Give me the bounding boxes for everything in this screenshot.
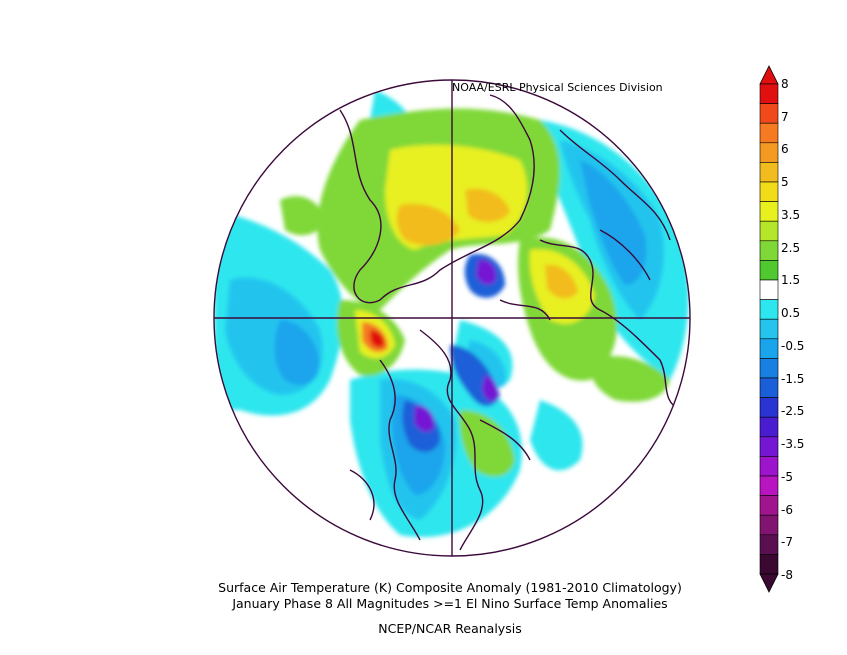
caption-title: Surface Air Temperature (K) Composite An… [218, 580, 682, 595]
colorbar-swatch [759, 162, 779, 183]
map-boundary [213, 79, 691, 557]
colorbar-swatch [759, 201, 779, 222]
colorbar-swatch [759, 83, 779, 104]
colorbar-tick-label: 0.5 [781, 306, 801, 321]
colorbar-tick-label: 7 [781, 109, 789, 124]
caption-source: NCEP/NCAR Reanalysis [378, 621, 522, 636]
colorbar-tick-label: 5 [781, 175, 789, 190]
colorbar-tick-label: -2.5 [781, 404, 805, 419]
colorbar-swatch [759, 495, 779, 516]
colorbar-swatch [759, 103, 779, 124]
colorbar-swatch [759, 456, 779, 477]
colorbar-tick-label: -0.5 [781, 338, 805, 353]
colorbar-tick-label: 3.5 [781, 207, 801, 222]
colorbar-swatch [759, 318, 779, 340]
colorbar-tick-label: 6 [781, 142, 789, 157]
colorbar-swatch [759, 279, 779, 300]
colorbar-swatch [759, 554, 779, 575]
colorbar-tick-label: -8 [781, 568, 793, 582]
colorbar-swatch [759, 260, 779, 281]
colorbar-tick-label: 8 [781, 77, 789, 91]
colorbar-swatch [759, 358, 779, 379]
colorbar-swatch [759, 122, 779, 144]
colorbar-swatch [759, 299, 779, 320]
coastlines [339, 94, 681, 551]
caption-subtitle: January Phase 8 All Magnitudes >=1 El Ni… [232, 596, 668, 611]
colorbar-swatch [759, 416, 779, 438]
colorbar-tick-label: -6 [781, 502, 793, 517]
colorbar-swatch [759, 142, 779, 163]
colorbar-swatch [759, 220, 779, 242]
credit-text: NOAA/ESRL Physical Sciences Division [452, 81, 663, 94]
colorbar [759, 65, 779, 593]
colorbar-tick-label: -7 [781, 535, 793, 550]
colorbar-tick-label: 2.5 [781, 240, 801, 255]
colorbar-swatch [759, 475, 779, 496]
colorbar-tick-label: -1.5 [781, 371, 805, 386]
temperature-anomaly-field [214, 80, 690, 556]
colorbar-bottom-arrow [759, 573, 779, 593]
colorbar-swatch [759, 338, 779, 359]
colorbar-swatch [759, 377, 779, 398]
colorbar-swatch [759, 534, 779, 555]
colorbar-tick-label: -5 [781, 469, 793, 484]
colorbar-swatch [759, 436, 779, 457]
colorbar-swatch [759, 181, 779, 202]
colorbar-tick-label: -3.5 [781, 437, 805, 452]
colorbar-tick-label: 1.5 [781, 273, 801, 288]
colorbar-swatch [759, 397, 779, 418]
colorbar-swatch [759, 240, 779, 261]
colorbar-swatch [759, 514, 779, 536]
colorbar-top-arrow [759, 65, 779, 85]
